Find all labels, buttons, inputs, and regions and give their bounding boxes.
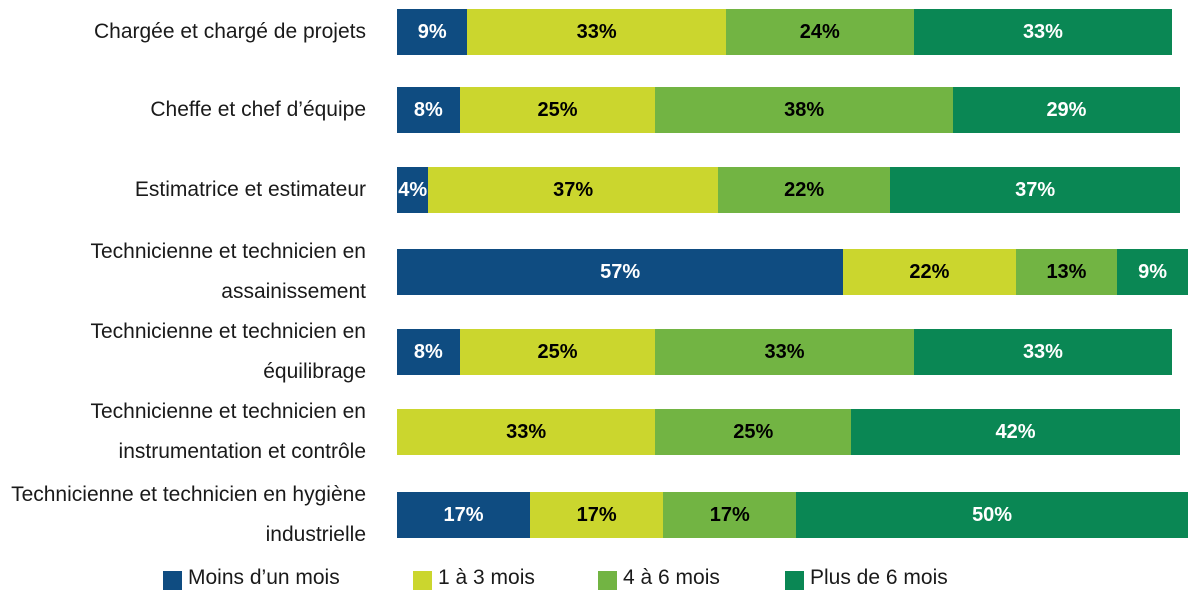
- legend-item: 1 à 3 mois: [413, 566, 535, 590]
- category-label: Technicienne et technicien en assainisse…: [90, 240, 366, 303]
- category-label: Estimatrice et estimateur: [134, 178, 366, 201]
- value-label: 25%: [733, 420, 774, 443]
- bar-segment: 17%: [663, 492, 797, 538]
- legend-swatch: [413, 570, 432, 590]
- value-label: 33%: [576, 20, 617, 43]
- value-label: 33%: [1022, 340, 1063, 363]
- value-label: 24%: [799, 20, 840, 43]
- bar-segment: 8%: [397, 329, 460, 375]
- legend-label: Plus de 6 mois: [810, 566, 948, 589]
- value-label: 13%: [1046, 260, 1087, 283]
- legend-swatch: [163, 570, 182, 590]
- bar-segment: 37%: [890, 167, 1180, 213]
- value-label: 33%: [1022, 20, 1063, 43]
- bar-segment: 17%: [397, 492, 531, 538]
- legend-item: Plus de 6 mois: [785, 566, 948, 590]
- bar-segment: 33%: [913, 329, 1173, 375]
- value-label: 4%: [398, 178, 428, 201]
- bar-segment: 25%: [459, 87, 656, 133]
- bar-segment: 33%: [467, 9, 726, 55]
- bar-segment: 22%: [718, 167, 891, 213]
- legend-item: 4 à 6 mois: [598, 566, 720, 590]
- bar-segment: 33%: [913, 9, 1173, 55]
- bar-segment: 25%: [655, 409, 852, 455]
- bar-segment: 9%: [1117, 249, 1188, 295]
- value-label: 33%: [506, 420, 547, 443]
- category-label: Chargée et chargé de projets: [93, 20, 366, 43]
- value-label: 8%: [413, 340, 443, 363]
- bar-segment: 38%: [655, 87, 953, 133]
- value-label: 57%: [600, 260, 641, 283]
- bar-segment: 17%: [530, 492, 664, 538]
- category-label: Technicienne et technicien en équilibrag…: [90, 320, 366, 383]
- legend-item: Moins d’un mois: [163, 566, 340, 590]
- bar-segment: 33%: [397, 409, 656, 455]
- legend-label: 4 à 6 mois: [623, 566, 720, 589]
- bar-segment: 13%: [1015, 249, 1118, 295]
- value-label: 37%: [553, 178, 594, 201]
- bar-segment: 8%: [397, 87, 460, 133]
- category-label: Cheffe et chef d’équipe: [150, 98, 366, 121]
- value-label: 8%: [413, 98, 443, 121]
- value-label: 42%: [995, 420, 1036, 443]
- bar-segment: 9%: [397, 9, 468, 55]
- bar-segment: 4%: [397, 167, 429, 213]
- value-label: 17%: [443, 503, 484, 526]
- bar-segment: 33%: [655, 329, 914, 375]
- bar-segment: 50%: [796, 492, 1188, 538]
- bar-segment: 25%: [459, 329, 656, 375]
- bar-segment: 24%: [725, 9, 914, 55]
- bar-segment: 22%: [843, 249, 1016, 295]
- value-label: 29%: [1046, 98, 1087, 121]
- value-label: 25%: [537, 340, 578, 363]
- value-label: 9%: [417, 20, 447, 43]
- bar-segment: 42%: [851, 409, 1180, 455]
- category-label: Technicienne et technicien en instrument…: [90, 400, 366, 463]
- value-label: 33%: [764, 340, 805, 363]
- legend-label: 1 à 3 mois: [438, 566, 535, 589]
- value-label: 9%: [1138, 260, 1168, 283]
- bar-segment: 29%: [952, 87, 1180, 133]
- legend-label: Moins d’un mois: [188, 566, 340, 589]
- value-label: 38%: [784, 98, 825, 121]
- category-label: Technicienne et technicien en hygiène in…: [11, 483, 366, 546]
- value-label: 17%: [576, 503, 617, 526]
- value-label: 50%: [972, 503, 1013, 526]
- value-label: 25%: [537, 98, 578, 121]
- value-label: 37%: [1015, 178, 1056, 201]
- bar-segment: 57%: [397, 249, 844, 295]
- value-label: 22%: [909, 260, 950, 283]
- legend-swatch: [598, 570, 617, 590]
- value-label: 22%: [784, 178, 825, 201]
- legend-swatch: [785, 570, 804, 590]
- bar-segment: 37%: [428, 167, 719, 213]
- value-label: 17%: [709, 503, 750, 526]
